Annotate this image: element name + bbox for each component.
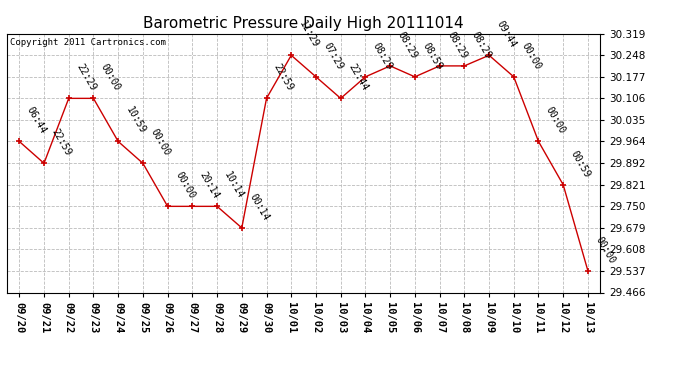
Text: 08:29: 08:29 (371, 41, 394, 71)
Text: 08:29: 08:29 (445, 30, 469, 60)
Text: 00:00: 00:00 (520, 41, 542, 71)
Text: 10:14: 10:14 (223, 170, 246, 201)
Text: 00:00: 00:00 (173, 170, 197, 201)
Text: 10:59: 10:59 (124, 105, 147, 136)
Text: 22:44: 22:44 (346, 62, 370, 93)
Text: 00:00: 00:00 (593, 235, 617, 266)
Text: 06:44: 06:44 (25, 105, 48, 136)
Text: 11:29: 11:29 (297, 19, 320, 50)
Text: 08:29: 08:29 (470, 30, 493, 60)
Text: 00:14: 00:14 (247, 192, 270, 222)
Text: 08:59: 08:59 (420, 41, 444, 71)
Text: 08:29: 08:29 (395, 30, 419, 60)
Text: Copyright 2011 Cartronics.com: Copyright 2011 Cartronics.com (10, 38, 166, 46)
Text: 22:29: 22:29 (75, 62, 97, 93)
Text: 09:44: 09:44 (495, 19, 518, 50)
Text: 07:29: 07:29 (322, 41, 345, 71)
Title: Barometric Pressure Daily High 20111014: Barometric Pressure Daily High 20111014 (144, 16, 464, 31)
Text: 00:00: 00:00 (544, 105, 567, 136)
Text: 00:00: 00:00 (99, 62, 122, 93)
Text: 22:59: 22:59 (50, 127, 73, 158)
Text: 00:00: 00:00 (148, 127, 172, 158)
Text: 00:59: 00:59 (569, 149, 592, 179)
Text: 22:59: 22:59 (272, 62, 295, 93)
Text: 20:14: 20:14 (198, 170, 221, 201)
